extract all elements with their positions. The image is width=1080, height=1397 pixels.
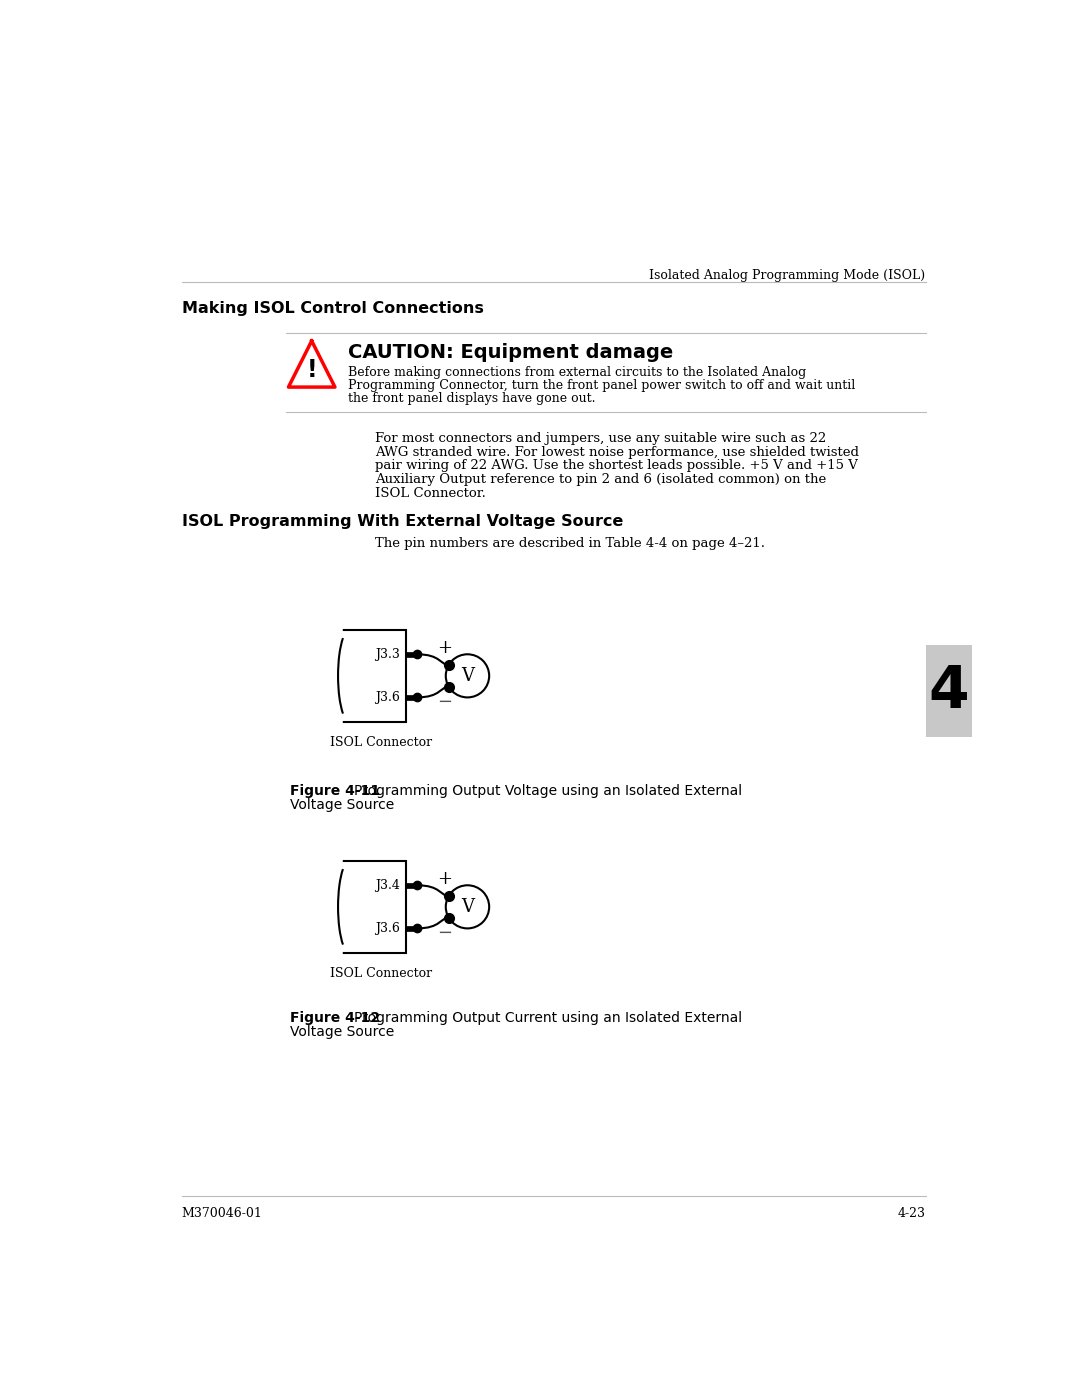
Text: +: +: [437, 870, 453, 888]
Text: Programming Output Current using an Isolated External: Programming Output Current using an Isol…: [354, 1011, 742, 1025]
Text: J3.6: J3.6: [375, 692, 400, 704]
Text: ISOL Connector.: ISOL Connector.: [375, 488, 486, 500]
Text: Figure 4-12: Figure 4-12: [291, 1011, 380, 1025]
Text: −: −: [437, 693, 453, 711]
Text: +: +: [437, 638, 453, 657]
Bar: [406, 694, 417, 700]
Text: ISOL Connector: ISOL Connector: [330, 967, 432, 979]
Text: CAUTION: Equipment damage: CAUTION: Equipment damage: [348, 344, 673, 362]
Text: pair wiring of 22 AWG. Use the shortest leads possible. +5 V and +15 V: pair wiring of 22 AWG. Use the shortest …: [375, 460, 859, 472]
Text: ISOL Programming With External Voltage Source: ISOL Programming With External Voltage S…: [181, 514, 623, 529]
Text: Programming Output Voltage using an Isolated External: Programming Output Voltage using an Isol…: [354, 784, 742, 798]
Text: Voltage Source: Voltage Source: [291, 798, 394, 812]
Text: Auxiliary Output reference to pin 2 and 6 (isolated common) on the: Auxiliary Output reference to pin 2 and …: [375, 474, 826, 486]
Bar: [406, 651, 417, 657]
Text: J3.4: J3.4: [375, 879, 400, 891]
Circle shape: [446, 654, 489, 697]
Text: V: V: [461, 666, 474, 685]
Text: !: !: [307, 358, 318, 381]
Text: AWG stranded wire. For lowest noise performance, use shielded twisted: AWG stranded wire. For lowest noise perf…: [375, 446, 860, 458]
Text: the front panel displays have gone out.: the front panel displays have gone out.: [348, 393, 596, 405]
Bar: [406, 926, 417, 930]
Text: M370046-01: M370046-01: [181, 1207, 262, 1220]
Text: Programming Connector, turn the front panel power switch to off and wait until: Programming Connector, turn the front pa…: [348, 380, 855, 393]
Bar: [340, 861, 406, 953]
Text: Figure 4-11: Figure 4-11: [291, 784, 380, 798]
Bar: [926, 645, 972, 738]
Text: Making ISOL Control Connections: Making ISOL Control Connections: [181, 300, 484, 316]
Text: Voltage Source: Voltage Source: [291, 1024, 394, 1038]
Text: −: −: [437, 923, 453, 942]
Text: V: V: [461, 898, 474, 916]
Text: ISOL Connector: ISOL Connector: [330, 736, 432, 749]
Text: The pin numbers are described in Table 4-4 on page 4–21.: The pin numbers are described in Table 4…: [375, 538, 766, 550]
Text: J3.6: J3.6: [375, 922, 400, 935]
Bar: [340, 630, 406, 722]
Circle shape: [446, 886, 489, 929]
Polygon shape: [288, 341, 335, 387]
Text: Isolated Analog Programming Mode (ISOL): Isolated Analog Programming Mode (ISOL): [649, 270, 926, 282]
Text: Before making connections from external circuits to the Isolated Analog: Before making connections from external …: [348, 366, 807, 380]
Bar: [406, 883, 417, 888]
Text: 4-23: 4-23: [897, 1207, 926, 1220]
Text: 4: 4: [929, 662, 969, 719]
Text: For most connectors and jumpers, use any suitable wire such as 22: For most connectors and jumpers, use any…: [375, 432, 826, 444]
Text: J3.3: J3.3: [375, 648, 400, 661]
